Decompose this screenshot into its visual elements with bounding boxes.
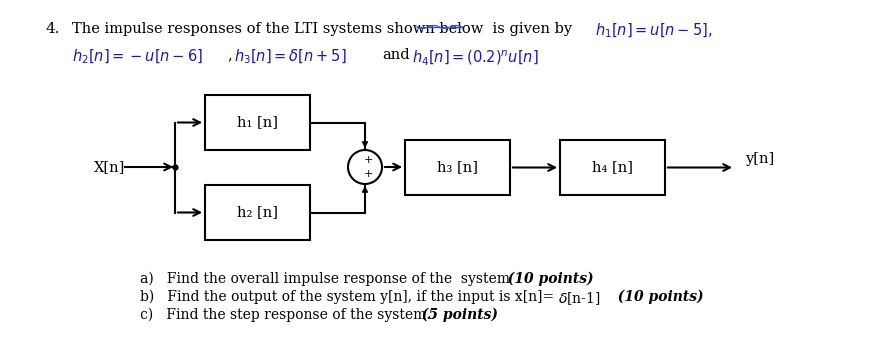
Text: c)   Find the step response of the system.: c) Find the step response of the system. [140,308,430,322]
Text: h₁ [n]: h₁ [n] [237,115,278,130]
Text: and: and [382,48,409,62]
Text: ,: , [227,48,231,62]
Bar [205,95,310,150]
Text: h₂ [n]: h₂ [n] [237,206,278,220]
Text: h₃ [n]: h₃ [n] [437,161,478,175]
Text: +: + [363,169,373,179]
Bar [405,140,510,195]
Text: (5 points): (5 points) [412,308,498,322]
Text: a)   Find the overall impulse response of the  system: a) Find the overall impulse response of … [140,272,510,287]
Text: $h_2[n]=-u[n-6]$: $h_2[n]=-u[n-6]$ [72,48,202,67]
Text: b)   Find the output of the system y[n], if the input is x[n]=: b) Find the output of the system y[n], i… [140,290,554,304]
Text: $\delta$[n-1]: $\delta$[n-1] [558,290,600,307]
Text: X[n]: X[n] [94,160,126,174]
Text: $h_3[n]=\delta[n+5]$: $h_3[n]=\delta[n+5]$ [234,48,347,67]
Circle shape [348,150,382,184]
Text: y[n]: y[n] [745,152,774,166]
Text: (10 points): (10 points) [498,272,594,287]
Text: The impulse responses of the LTI systems shown below  is given by: The impulse responses of the LTI systems… [72,22,572,36]
Text: $h_1[n] = u[n-5],$: $h_1[n] = u[n-5],$ [595,22,712,40]
Bar [205,185,310,240]
Text: $h_4[n]=(0.2)^n u[n]$: $h_4[n]=(0.2)^n u[n]$ [412,48,539,67]
Text: (10 points): (10 points) [608,290,704,304]
Bar [560,140,665,195]
Text: h₄ [n]: h₄ [n] [592,161,633,175]
Text: +: + [363,155,373,165]
Text: 4.: 4. [45,22,60,36]
